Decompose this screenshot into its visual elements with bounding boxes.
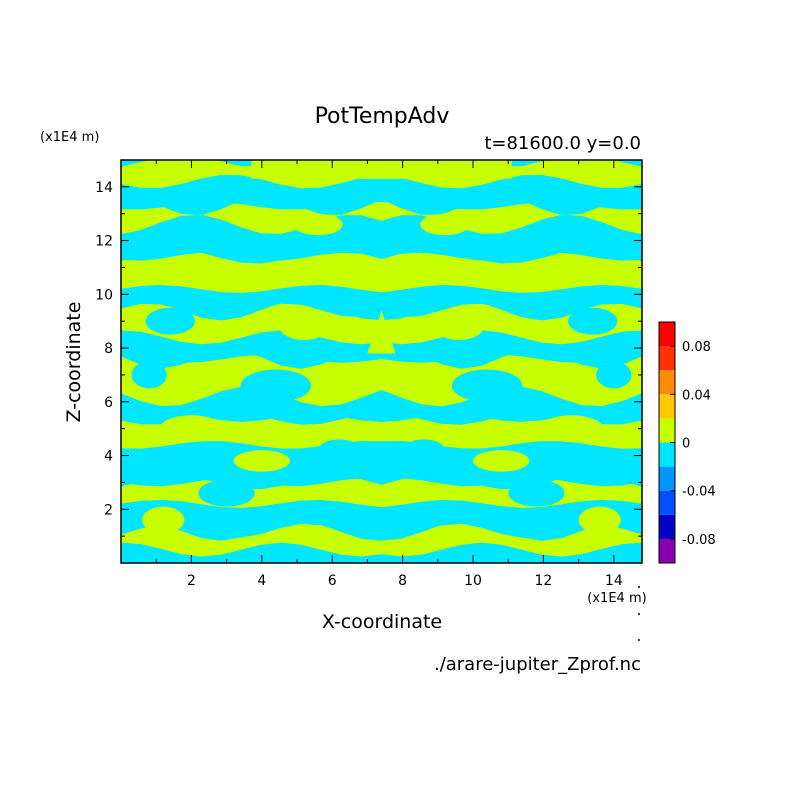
x-tick-label: 6 — [328, 573, 337, 589]
colorbar-segment — [659, 466, 675, 491]
contour-blob — [318, 439, 361, 461]
x-tick-label: 8 — [398, 573, 407, 589]
y-tick-label: 2 — [104, 502, 113, 518]
colorbar: 0.08 0.04 0 -0.04 -0.08 — [658, 321, 716, 564]
contour-blob — [451, 369, 523, 402]
plot-area — [120, 159, 643, 564]
contour-band — [121, 545, 642, 563]
y-axis-label: Z-coordinate — [63, 302, 85, 423]
contour-blob — [568, 307, 618, 335]
contour-field — [121, 160, 642, 563]
colorbar-tick-label: -0.08 — [682, 533, 716, 548]
colorbar-segment — [659, 442, 675, 467]
x-tick-label: 12 — [535, 573, 553, 589]
chart-title: PotTempAdv — [315, 104, 450, 129]
colorbar-segment — [659, 370, 675, 395]
contour-blob — [596, 361, 632, 389]
contour-blob — [142, 506, 185, 534]
colorbar-tick-label: 0.08 — [682, 340, 711, 355]
contour-blob — [434, 313, 484, 341]
contour-blob — [522, 229, 579, 252]
y-tick-label: 14 — [95, 180, 113, 196]
contour-band — [121, 389, 642, 425]
contour-band — [121, 414, 642, 449]
x-axis-label: X-coordinate — [322, 611, 442, 633]
x-tick-label: 2 — [187, 573, 196, 589]
contour-blob — [184, 229, 241, 252]
contour-blob — [159, 415, 224, 443]
x-tick-label: 4 — [257, 573, 266, 589]
y-tick-label: 12 — [95, 234, 113, 250]
contour-blob — [279, 313, 329, 341]
y-axis: 2 4 6 8 10 12 14 — [95, 180, 642, 537]
contour-blob — [402, 439, 445, 461]
plot-frame — [120, 159, 643, 564]
contour-blob — [473, 450, 530, 472]
y-tick-label: 8 — [104, 341, 113, 357]
contour-blob — [198, 479, 255, 507]
contour-blob — [233, 450, 290, 472]
colorbar-segment — [659, 346, 675, 371]
contour-blob — [240, 369, 312, 402]
x-unit-label: (x1E4 m) — [587, 591, 646, 606]
contour-band — [121, 177, 642, 210]
contour-blob — [420, 213, 470, 236]
contour-blob — [578, 506, 621, 534]
colorbar-segment — [659, 538, 675, 563]
contour-band — [121, 349, 642, 407]
colorbar-segment — [659, 514, 675, 539]
contour-blob — [539, 415, 604, 443]
marker-dot — [638, 613, 640, 615]
source-file-label: ./arare-jupiter_Zprof.nc — [434, 654, 641, 675]
contour-blob — [487, 264, 551, 292]
colorbar-tick-label: 0 — [682, 437, 690, 452]
colorbar-segment — [659, 490, 675, 515]
contour-plume — [367, 310, 396, 354]
contour-band — [121, 494, 642, 541]
contour-blob — [508, 479, 565, 507]
colorbar-tick-label: 0.04 — [682, 388, 711, 403]
colorbar-tick-label: -0.04 — [682, 485, 716, 500]
x-tick-label: 14 — [605, 573, 623, 589]
y-unit-label: (x1E4 m) — [40, 130, 99, 145]
colorbar-segment — [659, 418, 675, 443]
contour-blob — [293, 213, 343, 236]
contour-blob — [212, 264, 276, 292]
contour-band — [121, 279, 642, 321]
y-tick-label: 10 — [95, 287, 113, 303]
x-tick-label: 10 — [464, 573, 482, 589]
contour-blob — [145, 307, 195, 335]
y-tick-label: 4 — [104, 449, 113, 465]
chart-subtitle: t=81600.0 y=0.0 — [484, 133, 641, 154]
contour-top-cap — [251, 160, 512, 179]
contour-blob — [131, 361, 167, 389]
marker-dot — [638, 639, 640, 641]
marker-dot — [638, 586, 640, 588]
colorbar-segment — [659, 322, 675, 347]
colorbar-segment — [659, 394, 675, 419]
x-axis: 2 4 6 8 10 12 14 — [155, 160, 623, 589]
y-tick-label: 6 — [104, 395, 113, 411]
